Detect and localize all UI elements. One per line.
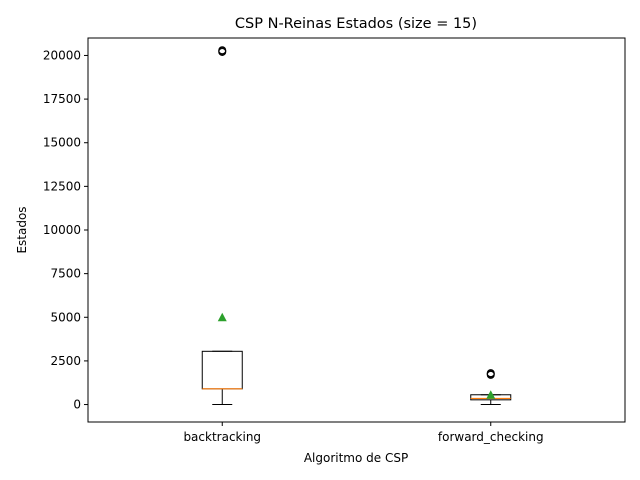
y-tick-label: 15000 (43, 136, 81, 150)
y-tick-label: 12500 (43, 179, 81, 193)
y-tick-label: 5000 (50, 310, 81, 324)
plot-area (87, 37, 626, 423)
boxes-layer (201, 46, 512, 406)
y-axis-title: Estados (15, 206, 29, 253)
x-axis: backtracking forward_checking (183, 422, 544, 444)
y-tick-label: 10000 (43, 223, 81, 237)
chart-title: CSP N-Reinas Estados (size = 15) (235, 16, 477, 32)
box-group-forward_checking (470, 369, 512, 406)
mean-marker (217, 312, 227, 322)
x-tick-label: backtracking (183, 430, 261, 444)
y-tick-label: 20000 (43, 48, 81, 62)
outlier-point (486, 369, 495, 378)
mean-marker (486, 390, 496, 399)
y-tick-label: 0 (73, 398, 81, 412)
x-axis-title: Algoritmo de CSP (304, 451, 408, 465)
iqr-box (201, 350, 243, 390)
x-tick-label: forward_checking (438, 430, 544, 444)
box-group-backtracking (201, 46, 243, 406)
y-axis: 0 2500 5000 7500 10000 12500 15000 17500 20000 (43, 48, 88, 412)
outlier-point (218, 46, 227, 55)
y-tick-label: 2500 (50, 354, 81, 368)
y-tick-label: 7500 (50, 267, 81, 281)
y-tick-label: 17500 (43, 92, 81, 106)
